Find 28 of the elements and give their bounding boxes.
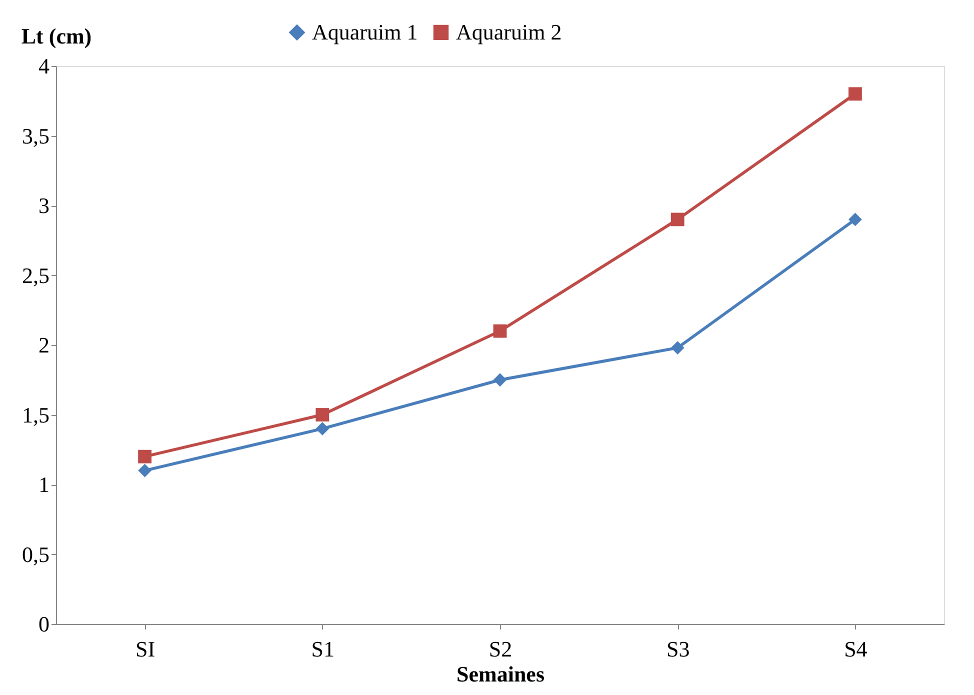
x-tick-label: S1: [311, 636, 335, 662]
point: [138, 464, 152, 478]
point: [316, 408, 330, 422]
x-axis-title: Semaines: [456, 662, 545, 686]
x-tick-label: SI: [136, 636, 156, 662]
x-tick-label: S4: [844, 636, 868, 662]
y-tick-label: 2,5: [22, 262, 50, 288]
y-tick-label: 3: [38, 193, 50, 218]
y-tick-label: 1,5: [22, 402, 50, 428]
point: [848, 87, 862, 101]
legend-label: Aquaruim 2: [456, 19, 562, 44]
point: [138, 450, 152, 464]
x-tick-label: S3: [666, 636, 690, 662]
point: [670, 341, 684, 354]
point: [670, 212, 684, 226]
y-tick-label: 4: [38, 54, 50, 78]
y-tick-label: 2: [38, 332, 50, 358]
point: [493, 373, 507, 387]
y-tick-label: 1: [38, 472, 50, 497]
legend-label: Aquaruim 1: [312, 19, 418, 44]
y-axis-title: Lt (cm): [21, 24, 92, 48]
y-tick-label: 3,5: [22, 123, 50, 148]
y-tick-label: 0,5: [22, 542, 50, 567]
point: [848, 212, 862, 226]
x-tick-label: S2: [488, 636, 512, 662]
point: [316, 422, 330, 436]
point: [493, 324, 507, 338]
y-tick-label: 0: [38, 612, 50, 636]
